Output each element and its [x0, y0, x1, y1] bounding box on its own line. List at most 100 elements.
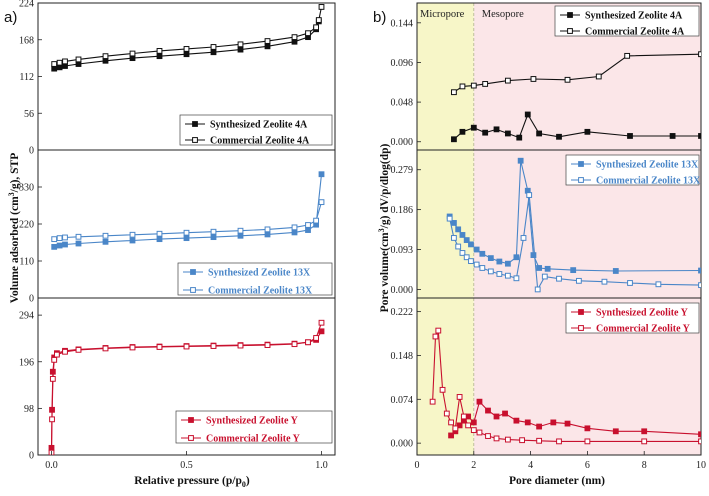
mesopore-label: Mesopore — [482, 9, 524, 20]
data-point — [210, 49, 217, 56]
data-point — [463, 237, 470, 243]
data-point — [156, 236, 163, 243]
data-point — [456, 394, 463, 400]
legend-label: Commercial Zeolite 13X — [208, 286, 313, 297]
data-point — [504, 260, 511, 267]
data-point — [698, 438, 701, 445]
data-point — [493, 413, 500, 420]
data-point — [56, 59, 63, 66]
data-point — [156, 53, 163, 60]
data-point — [237, 46, 244, 53]
data-point — [624, 52, 631, 59]
data-point — [504, 77, 511, 84]
data-point — [536, 265, 543, 271]
x-tick-label: 1.0 — [315, 460, 328, 471]
data-point — [459, 232, 466, 238]
legend-label: Commercial Zeolite 13X — [596, 176, 701, 187]
data-point — [56, 242, 63, 249]
y-tick-label: 0 — [29, 451, 34, 462]
data-point — [51, 65, 58, 72]
data-point — [210, 343, 217, 349]
data-point — [496, 258, 503, 265]
pore-distribution-panel: Pore diameter (nm) Pore volume(cm3/g) dV… — [377, 2, 706, 487]
data-point — [183, 51, 190, 58]
data-point — [482, 129, 489, 136]
svg-text:Pore volume(cm3/g) dV/p/dlog(d: Pore volume(cm3/g) dV/p/dlog(dp) — [377, 144, 391, 313]
data-point — [459, 83, 466, 90]
data-point — [291, 341, 298, 348]
data-point — [570, 267, 577, 274]
data-point — [54, 351, 60, 358]
legend-marker — [192, 137, 198, 143]
data-point — [264, 342, 271, 349]
data-point — [479, 250, 486, 257]
data-point — [455, 226, 462, 233]
data-point — [517, 157, 524, 164]
data-point — [476, 398, 483, 405]
y-tick-label: 0.093 — [391, 245, 414, 256]
x-tick-label: 0.0 — [45, 460, 58, 471]
data-point — [556, 133, 562, 140]
data-point — [612, 268, 619, 274]
data-point — [264, 231, 271, 238]
data-point — [485, 433, 491, 439]
data-point — [451, 89, 457, 96]
data-point — [443, 410, 450, 417]
legend-label: Synthesized Zeolite 13X — [208, 268, 311, 279]
data-point — [655, 281, 662, 288]
data-point — [439, 386, 446, 393]
data-point — [487, 268, 494, 275]
data-point — [456, 422, 463, 429]
data-point — [641, 438, 648, 445]
data-point — [305, 30, 311, 37]
y-tick-label: 0 — [29, 146, 34, 157]
x-axis-title-b: Pore diameter (nm) — [509, 475, 605, 487]
data-point — [318, 328, 325, 335]
x-tick-label: 8 — [642, 460, 647, 471]
x-tick-label: 0.5 — [180, 460, 193, 471]
data-point — [520, 235, 527, 241]
data-point — [536, 437, 543, 444]
panel-label-b: b) — [373, 9, 386, 26]
y-tick-label: 0.096 — [391, 58, 414, 69]
data-point — [305, 222, 311, 228]
data-point — [513, 275, 520, 282]
data-point — [156, 344, 163, 350]
legend-label: Commercial Zeolite Y — [596, 324, 691, 335]
data-point — [318, 171, 325, 178]
y-axis-title-a: Volume adsorbed (cm3/g), STP — [7, 153, 21, 304]
legend-label: Commercial Zeolite 4A — [210, 136, 310, 147]
y-tick-label: 224 — [19, 0, 34, 10]
data-point — [75, 233, 82, 240]
data-point — [460, 413, 467, 420]
legend-label: Commercial Zeolite 4A — [585, 27, 685, 38]
data-point — [519, 437, 525, 444]
data-point — [513, 254, 520, 261]
data-point — [468, 241, 474, 248]
data-point — [556, 438, 562, 445]
data-point — [264, 43, 271, 50]
micropore-region — [417, 3, 474, 455]
data-point — [516, 134, 523, 141]
data-point — [541, 273, 548, 280]
y-tick-label: 0.000 — [391, 285, 414, 296]
data-point — [129, 50, 136, 57]
legend-marker — [578, 325, 584, 331]
data-point — [487, 255, 494, 262]
y-axis-title-b: Pore volume(cm3/g) dV/p/dlog(dp) — [377, 144, 391, 313]
data-point — [504, 130, 511, 137]
data-point — [183, 343, 190, 350]
data-point — [210, 228, 217, 235]
data-point — [452, 425, 459, 432]
data-point — [513, 417, 520, 424]
data-point — [584, 425, 591, 432]
legend-label: Synthesized Zeolite 4A — [585, 11, 683, 22]
data-point — [698, 431, 701, 438]
legend-label: Synthesized Zeolite 13X — [596, 160, 699, 171]
data-point — [698, 133, 701, 139]
data-point — [534, 286, 541, 293]
x-tick-label: 4 — [528, 460, 533, 471]
data-point — [530, 252, 537, 259]
data-point — [485, 407, 491, 414]
x-tick-label: 0 — [415, 460, 420, 471]
